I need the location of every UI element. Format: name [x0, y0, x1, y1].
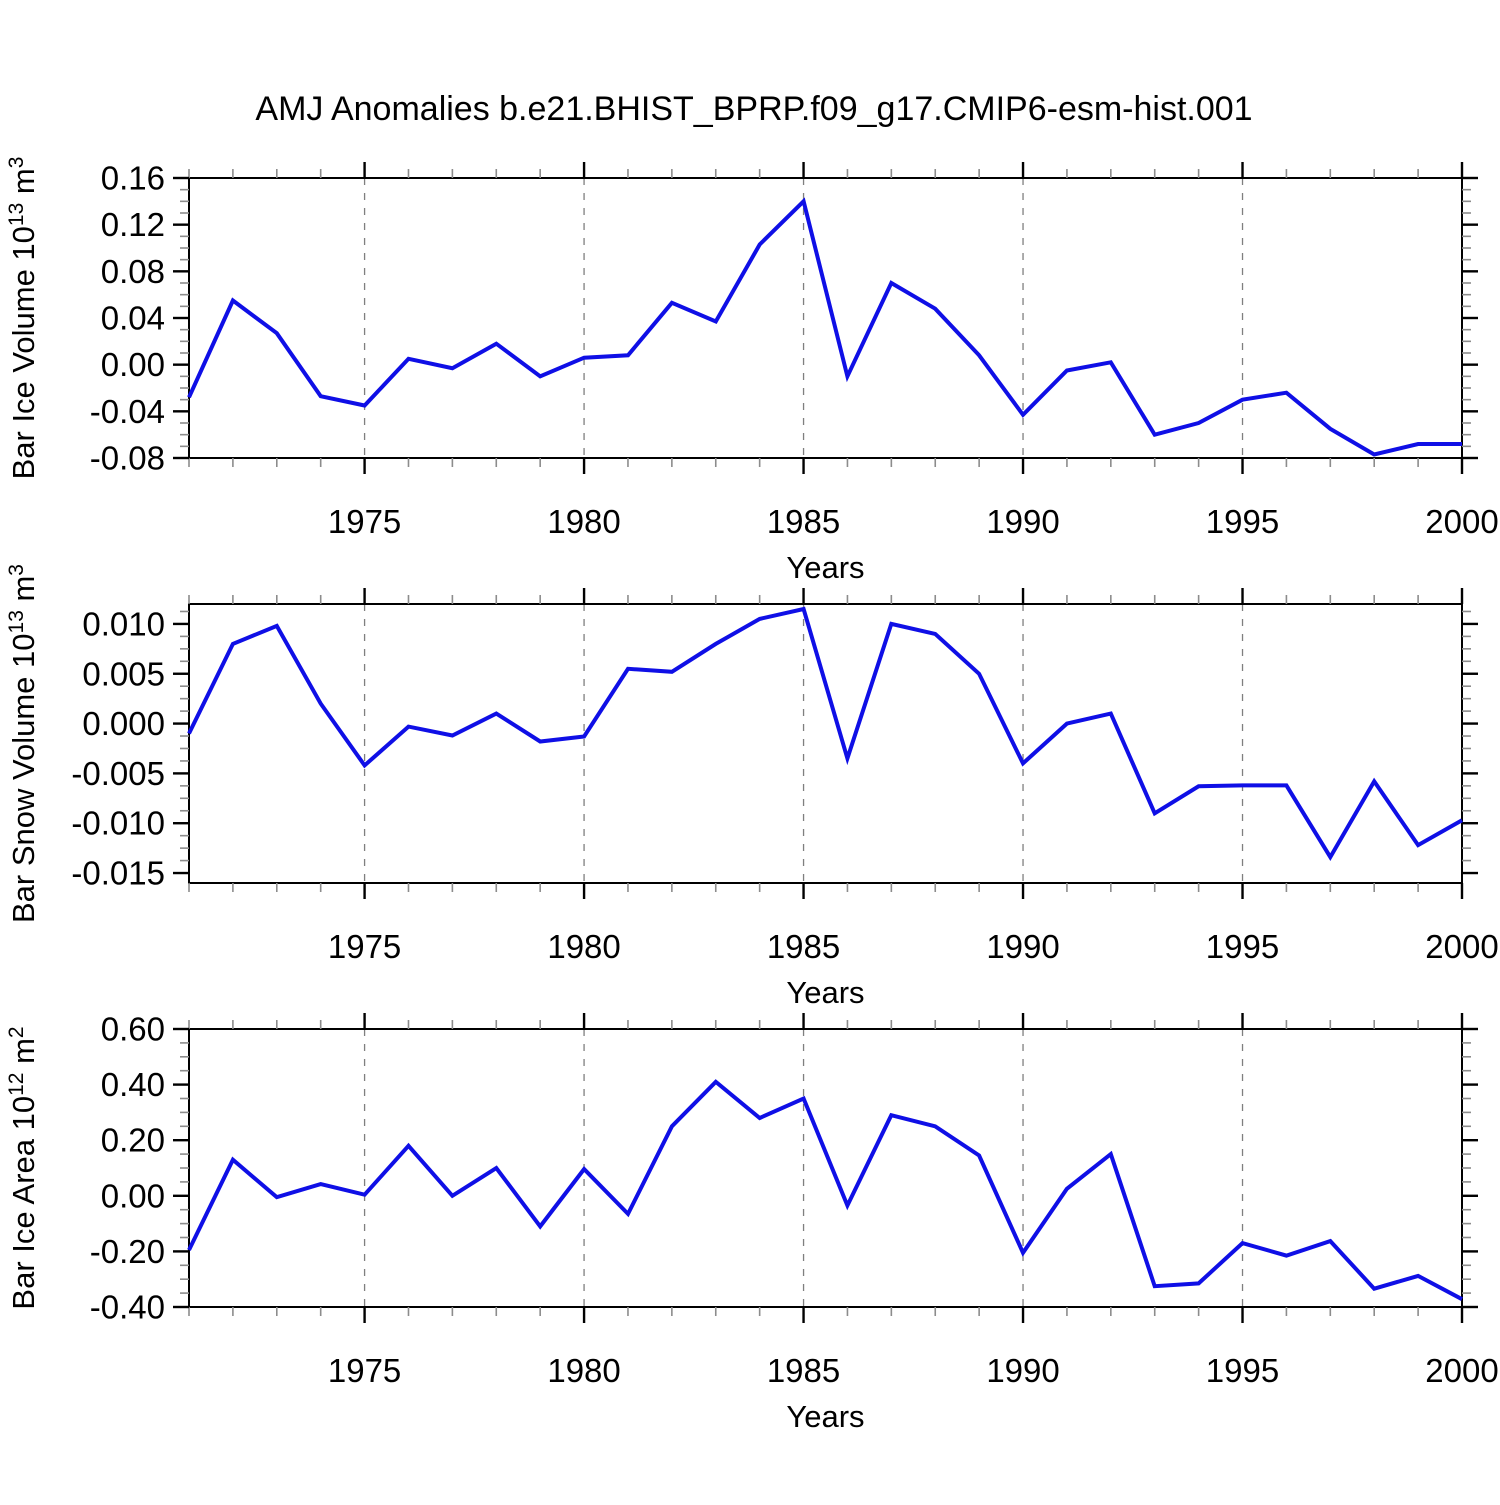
x-tick-label: 1985: [767, 503, 840, 540]
x-axis-title: Years: [786, 975, 864, 1010]
y-tick-label: 0.20: [101, 1122, 165, 1159]
x-tick-label: 1975: [328, 1352, 401, 1389]
chart-title: AMJ Anomalies b.e21.BHIST_BPRP.f09_g17.C…: [255, 90, 1252, 128]
y-axis-title: Bar Ice Area 1012 m2: [5, 1026, 41, 1309]
x-tick-label: 1980: [547, 928, 620, 965]
y-tick-label: 0.12: [101, 206, 165, 243]
x-tick-label: 1980: [547, 1352, 620, 1389]
panels-group: 0.16 0.12 0.08 0.04 0.00 -0.04 -0.08 1975 1980 19…: [5, 157, 1499, 1434]
y-tick-label: 0.40: [101, 1066, 165, 1103]
y-tick-label: -0.40: [90, 1289, 165, 1326]
x-tick-label: 1990: [986, 928, 1059, 965]
x-tick-label: 1995: [1206, 503, 1279, 540]
x-tick-label: 2000: [1425, 928, 1498, 965]
panel-ice-area: 0.60 0.40 0.20 0.00 -0.20 -0.40 1975 1980 1985 19…: [5, 1011, 1499, 1435]
x-tick-label: 1985: [767, 928, 840, 965]
y-tick-label: 0.00: [101, 1177, 165, 1214]
y-tick-label: 0.000: [82, 705, 165, 742]
y-tick-label: 0.010: [82, 605, 165, 642]
panel-snow-volume: 0.010 0.005 0.000 -0.005 -0.010 -0.015 1975 198…: [5, 564, 1499, 1010]
x-tick-label: 1995: [1206, 928, 1279, 965]
y-tick-label: 0.005: [82, 655, 165, 692]
x-tick-label: 2000: [1425, 503, 1498, 540]
y-tick-label: -0.04: [90, 393, 165, 430]
y-tick-label: 0.04: [101, 300, 165, 337]
x-tick-label: 1985: [767, 1352, 840, 1389]
data-series-line: [187, 1079, 1463, 1301]
y-tick-label: 0.00: [101, 346, 165, 383]
plot-border: [188, 603, 1463, 884]
plot-border: [188, 1028, 1463, 1308]
y-tick-label: -0.005: [71, 755, 165, 792]
x-axis-title: Years: [786, 1399, 864, 1434]
x-tick-label: 1980: [547, 503, 620, 540]
y-tick-label: 0.16: [101, 160, 165, 197]
x-axis-title: Years: [786, 550, 864, 585]
y-tick-label: 0.08: [101, 253, 165, 290]
y-tick-label: -0.010: [71, 805, 165, 842]
data-series-line: [187, 606, 1463, 862]
y-tick-label: -0.08: [90, 440, 165, 477]
x-tick-label: 1975: [328, 928, 401, 965]
plot-border: [188, 177, 1463, 459]
x-tick-label: 1975: [328, 503, 401, 540]
y-tick-label: -0.20: [90, 1233, 165, 1270]
x-tick-label: 1990: [986, 1352, 1059, 1389]
y-tick-label: 0.60: [101, 1011, 165, 1048]
panel-ice-volume: 0.16 0.12 0.08 0.04 0.00 -0.04 -0.08 1975 1980 19…: [5, 157, 1499, 585]
y-axis-title: Bar Snow Volume 1013 m3: [5, 564, 41, 923]
y-axis-title: Bar Ice Volume 1013 m3: [5, 157, 41, 480]
y-tick-label: -0.015: [71, 855, 165, 892]
x-tick-label: 2000: [1425, 1352, 1498, 1389]
x-tick-label: 1995: [1206, 1352, 1279, 1389]
data-series-line: [187, 197, 1462, 457]
x-tick-label: 1990: [986, 503, 1059, 540]
